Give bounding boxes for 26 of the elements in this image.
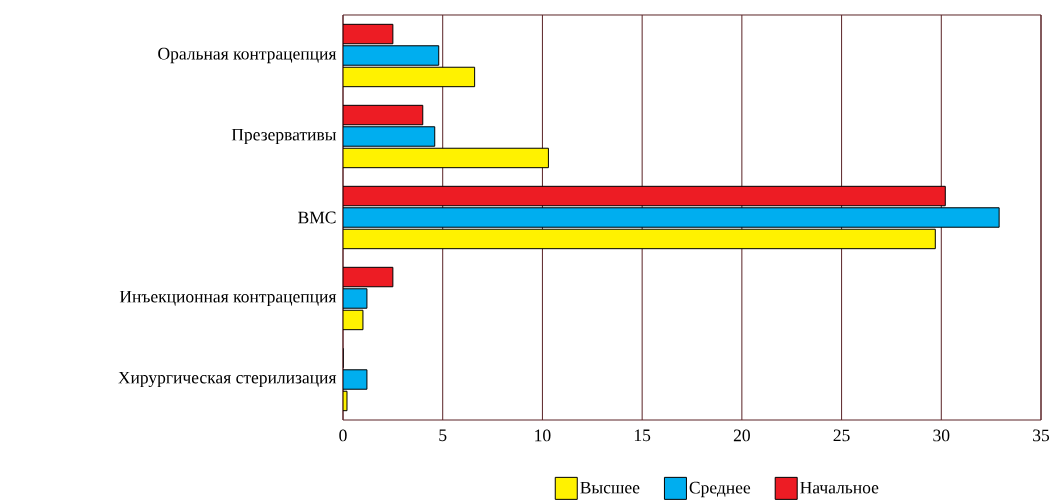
legend-label: Начальное <box>800 481 879 494</box>
x-tick-label: 0 <box>339 429 347 442</box>
bar <box>343 66 476 88</box>
bar <box>343 185 946 207</box>
y-tick-label: ВМС <box>298 211 336 224</box>
bar <box>343 207 1000 228</box>
legend-label: Среднее <box>689 481 751 498</box>
bar <box>343 288 368 309</box>
y-tick-label: Оральная контрацепция <box>158 47 337 64</box>
legend-label: Высшее <box>580 481 640 494</box>
x-tick-label: 15 <box>634 429 651 442</box>
bar <box>343 126 436 147</box>
x-tick-label: 30 <box>933 429 950 442</box>
y-tick-label: Презервативы <box>231 128 337 145</box>
bar <box>343 228 936 250</box>
bar <box>343 147 549 169</box>
bar <box>343 45 440 66</box>
y-tick-label: Хирургическая стерилизация <box>118 371 337 388</box>
x-tick-label: 20 <box>733 429 750 442</box>
x-tick-label: 5 <box>439 429 447 442</box>
bar <box>343 104 424 126</box>
x-tick-label: 25 <box>833 429 850 442</box>
x-tick-label: 10 <box>535 429 551 442</box>
y-tick-label: Инъекционная контрацепция <box>119 290 337 307</box>
x-tick-label: 35 <box>1033 429 1050 442</box>
bar <box>343 369 368 390</box>
